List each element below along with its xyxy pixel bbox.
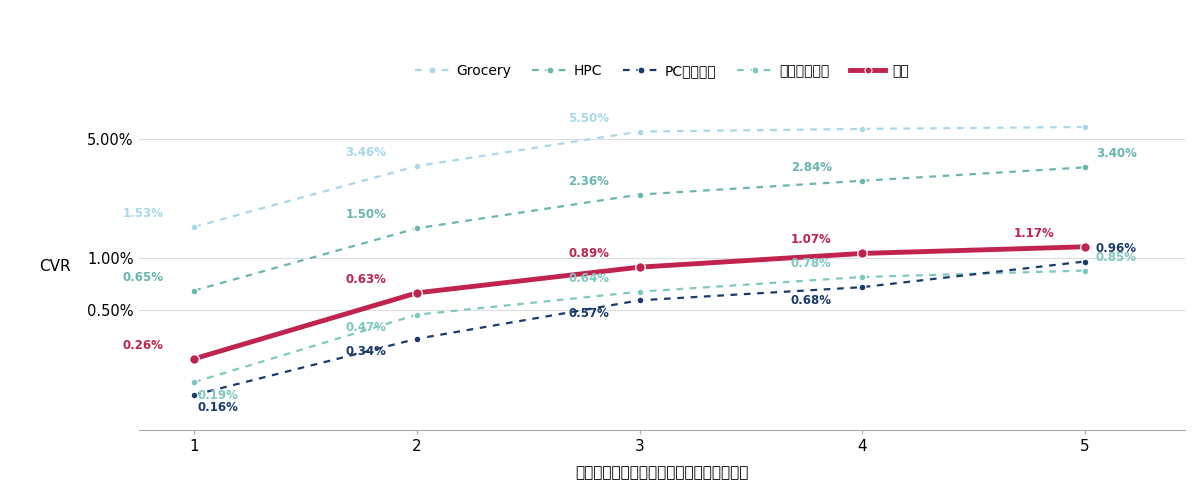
Text: 3.46%: 3.46% [346,146,386,159]
Text: 0.96%: 0.96% [1096,242,1136,254]
Text: 1.17%: 1.17% [1014,227,1055,240]
Text: 5.50%: 5.50% [568,112,610,125]
Text: 2.36%: 2.36% [568,175,610,188]
Text: 3.40%: 3.40% [1096,148,1136,160]
Text: 0.26%: 0.26% [122,339,163,352]
Text: 0.19%: 0.19% [197,389,238,401]
Text: 1.50%: 1.50% [346,208,386,221]
Text: 0.68%: 0.68% [791,294,832,306]
Text: 2.84%: 2.84% [791,161,832,174]
Text: 0.78%: 0.78% [791,257,832,270]
Text: 0.63%: 0.63% [346,273,386,286]
Text: 0.89%: 0.89% [568,247,610,260]
Text: 1.53%: 1.53% [122,207,163,220]
Text: 0.34%: 0.34% [346,345,386,358]
Text: 0.64%: 0.64% [568,272,610,285]
Text: 0.47%: 0.47% [346,321,386,334]
Y-axis label: CVR: CVR [38,259,71,274]
Text: 0.65%: 0.65% [122,271,163,284]
Text: 0.85%: 0.85% [1096,250,1136,264]
X-axis label: プライムデー前期間での商品ページ閲覧数: プライムデー前期間での商品ページ閲覧数 [575,465,749,480]
Text: 0.16%: 0.16% [197,401,238,414]
Text: 0.57%: 0.57% [568,307,610,320]
Text: 1.07%: 1.07% [791,234,832,247]
Legend: Grocery, HPC, PC周辺機器, ビューティー, 全体: Grocery, HPC, PC周辺機器, ビューティー, 全体 [409,58,914,84]
